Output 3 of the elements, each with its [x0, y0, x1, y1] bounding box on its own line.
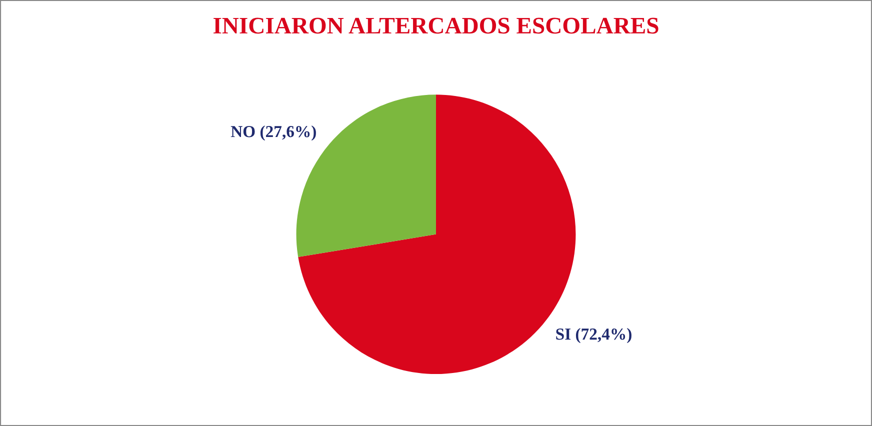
- slice-label: NO (27,6%): [230, 125, 316, 141]
- chart-title: INICIARON ALTERCADOS ESCOLARES: [214, 18, 658, 34]
- slice-label: SI (72,4%): [556, 328, 632, 344]
